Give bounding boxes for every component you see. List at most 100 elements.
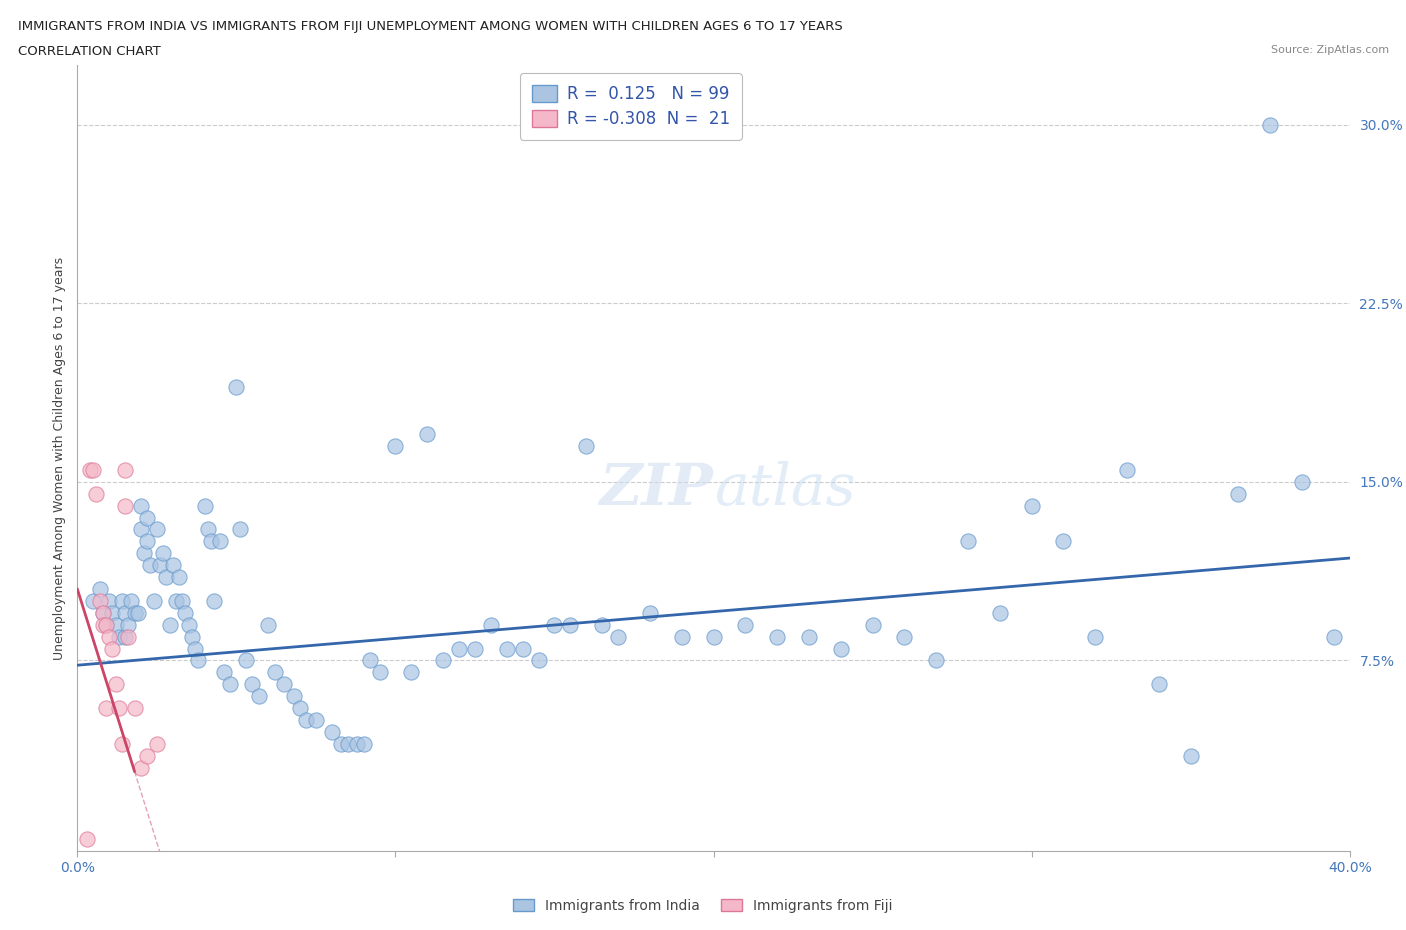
Point <box>225 379 247 394</box>
Point <box>591 618 613 632</box>
Point <box>305 712 328 727</box>
Point <box>1291 474 1313 489</box>
Point <box>94 618 117 632</box>
Point <box>136 511 159 525</box>
Point <box>235 653 257 668</box>
Point <box>91 618 114 632</box>
Point <box>98 593 121 608</box>
Point <box>1021 498 1043 513</box>
Point <box>177 618 200 632</box>
Point <box>155 570 177 585</box>
Point <box>1147 677 1170 692</box>
Point <box>104 677 127 692</box>
Point <box>134 546 156 561</box>
Point <box>139 558 162 573</box>
Point <box>129 498 152 513</box>
Point <box>401 665 423 680</box>
Legend: R =  0.125   N = 99, R = -0.308  N =  21: R = 0.125 N = 99, R = -0.308 N = 21 <box>520 73 741 140</box>
Point <box>89 581 111 596</box>
Point <box>797 630 820 644</box>
Point <box>172 593 194 608</box>
Point <box>146 522 169 537</box>
Point <box>180 630 202 644</box>
Point <box>925 653 948 668</box>
Point <box>353 737 375 751</box>
Point <box>104 618 127 632</box>
Point <box>174 605 197 620</box>
Point <box>734 618 756 632</box>
Point <box>432 653 454 668</box>
Point <box>240 677 263 692</box>
Point <box>79 462 101 477</box>
Point <box>76 831 98 846</box>
Point <box>86 486 108 501</box>
Point <box>124 605 146 620</box>
Point <box>263 665 285 680</box>
Point <box>295 712 318 727</box>
Point <box>830 641 852 656</box>
Point <box>703 630 725 644</box>
Point <box>107 700 129 715</box>
Point <box>346 737 368 751</box>
Point <box>1323 630 1346 644</box>
Point <box>159 618 181 632</box>
Point <box>194 498 217 513</box>
Point <box>1084 630 1107 644</box>
Text: Source: ZipAtlas.com: Source: ZipAtlas.com <box>1271 45 1389 55</box>
Point <box>136 534 159 549</box>
Point <box>98 630 121 644</box>
Point <box>449 641 471 656</box>
Point <box>384 439 406 454</box>
Point <box>129 760 152 775</box>
Point <box>495 641 517 656</box>
Point <box>283 689 305 704</box>
Point <box>209 534 232 549</box>
Point <box>117 618 139 632</box>
Point <box>1052 534 1074 549</box>
Point <box>152 546 174 561</box>
Point <box>114 630 136 644</box>
Point <box>129 522 152 537</box>
Point <box>114 498 136 513</box>
Text: CORRELATION CHART: CORRELATION CHART <box>18 45 162 58</box>
Point <box>1116 462 1139 477</box>
Point <box>120 593 142 608</box>
Point <box>212 665 235 680</box>
Point <box>862 618 884 632</box>
Point <box>359 653 381 668</box>
Point <box>893 630 915 644</box>
Point <box>82 462 104 477</box>
Point <box>167 570 190 585</box>
Point <box>1180 749 1202 764</box>
Point <box>200 534 222 549</box>
Point <box>94 618 117 632</box>
Point <box>575 439 598 454</box>
Point <box>165 593 187 608</box>
Point <box>136 749 159 764</box>
Point <box>247 689 270 704</box>
Point <box>162 558 184 573</box>
Point <box>330 737 353 751</box>
Point <box>321 724 343 739</box>
Point <box>91 605 114 620</box>
Point <box>101 641 124 656</box>
Point <box>202 593 225 608</box>
Point <box>197 522 219 537</box>
Point <box>94 700 117 715</box>
Point <box>149 558 172 573</box>
Y-axis label: Unemployment Among Women with Children Ages 6 to 17 years: Unemployment Among Women with Children A… <box>53 257 66 659</box>
Point <box>107 630 129 644</box>
Point <box>111 737 134 751</box>
Point <box>527 653 550 668</box>
Text: IMMIGRANTS FROM INDIA VS IMMIGRANTS FROM FIJI UNEMPLOYMENT AMONG WOMEN WITH CHIL: IMMIGRANTS FROM INDIA VS IMMIGRANTS FROM… <box>18 20 844 33</box>
Point <box>368 665 391 680</box>
Point <box>187 653 209 668</box>
Point <box>288 700 311 715</box>
Point <box>117 630 139 644</box>
Point <box>89 593 111 608</box>
Point <box>228 522 250 537</box>
Point <box>543 618 565 632</box>
Point <box>957 534 980 549</box>
Point <box>127 605 149 620</box>
Point <box>560 618 582 632</box>
